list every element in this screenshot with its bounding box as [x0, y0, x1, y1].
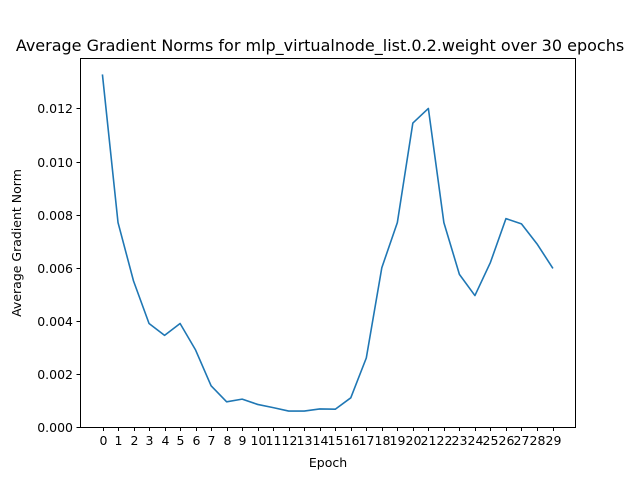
y-tick-label: 0.004 [37, 314, 73, 329]
x-tick-label: 21 [421, 433, 437, 448]
x-tick-label: 12 [282, 433, 298, 448]
x-tick-label: 15 [328, 433, 344, 448]
x-tick-label: 25 [483, 433, 499, 448]
y-tick-label: 0.002 [37, 367, 73, 382]
x-tick-label: 10 [251, 433, 267, 448]
x-tick-label: 22 [437, 433, 453, 448]
x-tick-label: 2 [131, 433, 139, 448]
x-tick-label: 29 [546, 433, 562, 448]
x-tick-label: 26 [499, 433, 515, 448]
y-tick-label: 0.010 [37, 155, 73, 170]
x-tick-label: 7 [208, 433, 216, 448]
x-tick-label: 5 [177, 433, 185, 448]
x-tick-label: 23 [452, 433, 468, 448]
x-tick-label: 3 [146, 433, 154, 448]
x-tick-label: 27 [514, 433, 530, 448]
x-tick-label: 13 [297, 433, 313, 448]
x-tick-label: 4 [162, 433, 170, 448]
y-axis-label: Average Gradient Norm [9, 169, 24, 317]
x-tick-label: 17 [359, 433, 375, 448]
x-tick-label: 9 [239, 433, 247, 448]
x-tick-label: 28 [530, 433, 546, 448]
x-tick-label: 19 [390, 433, 406, 448]
x-tick-label: 20 [406, 433, 422, 448]
series-line [101, 74, 554, 412]
x-tick-label: 11 [266, 433, 282, 448]
plot-area [101, 74, 554, 412]
y-axis: 0.000 0.002 0.004 0.006 0.008 0.010 0.012 [37, 101, 81, 435]
x-tick-label: 24 [468, 433, 484, 448]
x-tick-label: 6 [193, 433, 201, 448]
y-tick-label: 0.012 [37, 101, 73, 116]
x-tick-label: 14 [313, 433, 329, 448]
x-tick-label: 8 [224, 433, 232, 448]
chart-title: Average Gradient Norms for mlp_virtualno… [16, 36, 624, 56]
y-tick-label: 0.000 [37, 420, 73, 435]
x-tick-label: 1 [115, 433, 123, 448]
axes-frame [80, 58, 576, 428]
x-tick-label: 16 [344, 433, 360, 448]
y-tick-label: 0.008 [37, 208, 73, 223]
y-tick-label: 0.006 [37, 261, 73, 276]
x-axis-label: Epoch [309, 455, 347, 470]
x-axis: 0 1 2 3 4 5 6 7 8 9 10 11 12 13 14 15 16 17 18 19 20 21 22 23 24… [100, 427, 562, 448]
x-tick-label: 18 [375, 433, 391, 448]
x-tick-label: 0 [100, 433, 108, 448]
